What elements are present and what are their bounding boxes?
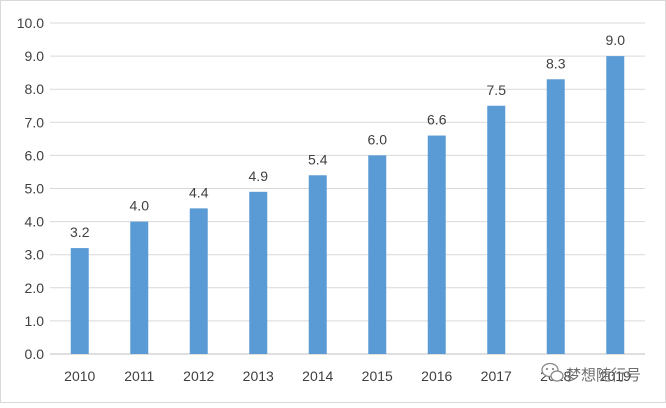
- bar: [70, 248, 89, 354]
- bar: [427, 135, 446, 354]
- bar: [546, 79, 565, 355]
- x-tick-label: 2012: [183, 368, 214, 384]
- data-label: 5.4: [308, 151, 328, 167]
- gridlines: [50, 22, 645, 355]
- bar: [487, 105, 506, 354]
- x-tick-label: 2016: [421, 368, 452, 384]
- data-label: 9.0: [606, 32, 626, 48]
- y-tick-label: 3.0: [25, 247, 45, 263]
- bar: [308, 175, 327, 354]
- y-tick-label: 8.0: [25, 81, 45, 97]
- x-tick-label: 2019: [600, 368, 631, 384]
- data-label: 7.5: [487, 82, 507, 98]
- y-tick-label: 0.0: [25, 346, 45, 362]
- watermark: 梦想随行号: [541, 362, 641, 384]
- data-label: 6.0: [368, 131, 388, 147]
- y-tick-label: 7.0: [25, 114, 45, 130]
- x-tick-label: 2010: [64, 368, 95, 384]
- bar: [249, 191, 268, 354]
- bars: [70, 56, 625, 355]
- y-tick-label: 10.0: [17, 15, 44, 31]
- data-label: 4.4: [189, 184, 209, 200]
- x-tick-label: 2014: [302, 368, 333, 384]
- y-axis-tick-labels: 0.0 1.0 2.0 3.0 4.0 5.0 6.0 7.0 8.0 9.0 10.0: [17, 15, 44, 362]
- x-axis-tick-labels: 2010201120122013201420152016201720182019: [64, 368, 631, 384]
- watermark-text: 梦想随行号: [566, 367, 641, 384]
- data-label: 4.0: [130, 198, 150, 214]
- y-tick-label: 9.0: [25, 48, 45, 64]
- bar: [368, 155, 387, 354]
- wechat-icon: [541, 362, 564, 382]
- x-tick-label: 2015: [362, 368, 393, 384]
- data-label: 8.3: [546, 55, 566, 71]
- data-label: 4.9: [249, 168, 269, 184]
- data-labels: 3.2 4.0 4.4 4.9 5.4 6.0 6.6 7.5 8.3 9.0: [70, 32, 625, 240]
- data-label: 6.6: [427, 112, 447, 128]
- bar: [189, 208, 208, 354]
- bar: [130, 221, 149, 354]
- bar: [606, 56, 625, 354]
- y-tick-label: 4.0: [25, 214, 45, 230]
- x-tick-label: 2011: [124, 368, 154, 384]
- data-label: 3.2: [70, 224, 90, 240]
- y-tick-label: 1.0: [25, 313, 45, 329]
- y-tick-label: 6.0: [25, 147, 45, 163]
- x-tick-label: 2017: [481, 368, 512, 384]
- x-tick-label: 2013: [243, 368, 274, 384]
- y-tick-label: 5.0: [25, 181, 45, 197]
- y-tick-label: 2.0: [25, 280, 45, 296]
